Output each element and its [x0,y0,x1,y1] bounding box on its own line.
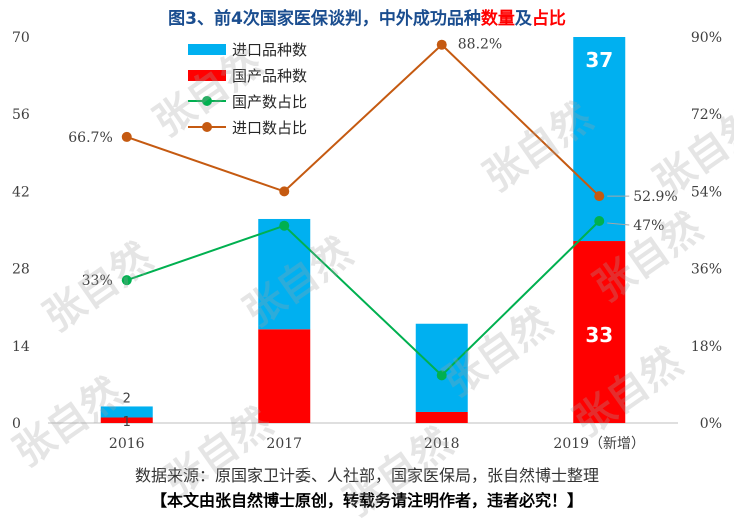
line-point [436,39,447,50]
line-point [436,370,447,381]
legend-marker [202,122,212,132]
y-left-tick-label: 56 [12,107,30,123]
y-right-tick-label: 90% [691,30,722,46]
bar-domestic [258,329,311,423]
legend-swatch [188,70,226,81]
bar-domestic [573,241,626,423]
line-point [594,215,605,226]
x-tick-label: 2016 [109,436,145,452]
y-left-tick-label: 0 [12,416,21,432]
line-series-domestic-share [126,220,600,377]
chart-title-part: 及 [514,9,532,29]
chart-title: 图3、前4次国家医保谈判，中外成功品种数量及占比 [0,4,734,29]
x-tick-label: 2019（新增） [553,436,645,452]
legend-label: 国产数占比 [232,93,307,111]
y-left-tick-label: 14 [12,339,30,355]
line-series-imported-share [126,43,600,197]
y-left-tick-label: 28 [12,262,30,278]
y-right-tick-label: 54% [691,184,722,200]
line-point [279,220,290,231]
bar-label-imported: 37 [585,48,613,72]
legend-label: 进口品种数 [232,41,307,59]
y-right-tick-label: 36% [691,262,722,278]
label-leader-line [607,222,630,226]
chart-title-part: 数量 [480,9,515,29]
line-point [279,186,290,197]
y-right-tick-label: 18% [691,339,722,355]
legend-swatch [188,44,226,55]
data-source-note: 数据来源：原国家卫计委、人社部，国家医保局，张自然博士整理 [134,466,599,485]
line-label: 33% [82,273,113,289]
y-right-tick-label: 0% [700,416,722,432]
y-right-tick-label: 72% [691,107,722,123]
legend-label: 国产品种数 [232,67,307,85]
line-label: 88.2% [458,37,502,53]
bar-domestic [100,417,153,423]
legend-marker [202,96,212,106]
line-point [594,191,605,202]
y-left-tick-label: 70 [12,30,30,46]
line-label: 52.9% [633,189,677,205]
legend-label: 进口数占比 [232,119,307,137]
bar-label-domestic: 33 [585,323,613,347]
line-point [121,275,132,286]
bar-imported [100,406,153,418]
chart-title-part: 图3、前4次国家医保谈判，中外成功品种 [168,9,481,29]
bar-imported [573,37,626,242]
x-tick-label: 2018 [424,436,460,452]
copyright-notice: 【本文由张自然博士原创，转载务请注明作者，违者必究！】 [150,491,583,510]
chart-plot: 0 14 28 42 56 70 0% 18% 36% 54% 72% 90% 2016 2017 2018… [12,30,722,452]
chart-title-part: 占比 [531,9,566,29]
x-tick-label: 2017 [266,436,302,452]
bar-imported [258,218,311,330]
bar-label-imported: 2 [123,391,131,406]
line-label: 47% [633,218,664,234]
line-label: 66.7% [68,130,112,146]
bar-domestic [415,411,468,423]
bar-label-domestic: 1 [123,415,131,430]
bar-imported [415,323,468,412]
line-point [121,131,132,142]
y-left-tick-label: 42 [12,184,30,200]
